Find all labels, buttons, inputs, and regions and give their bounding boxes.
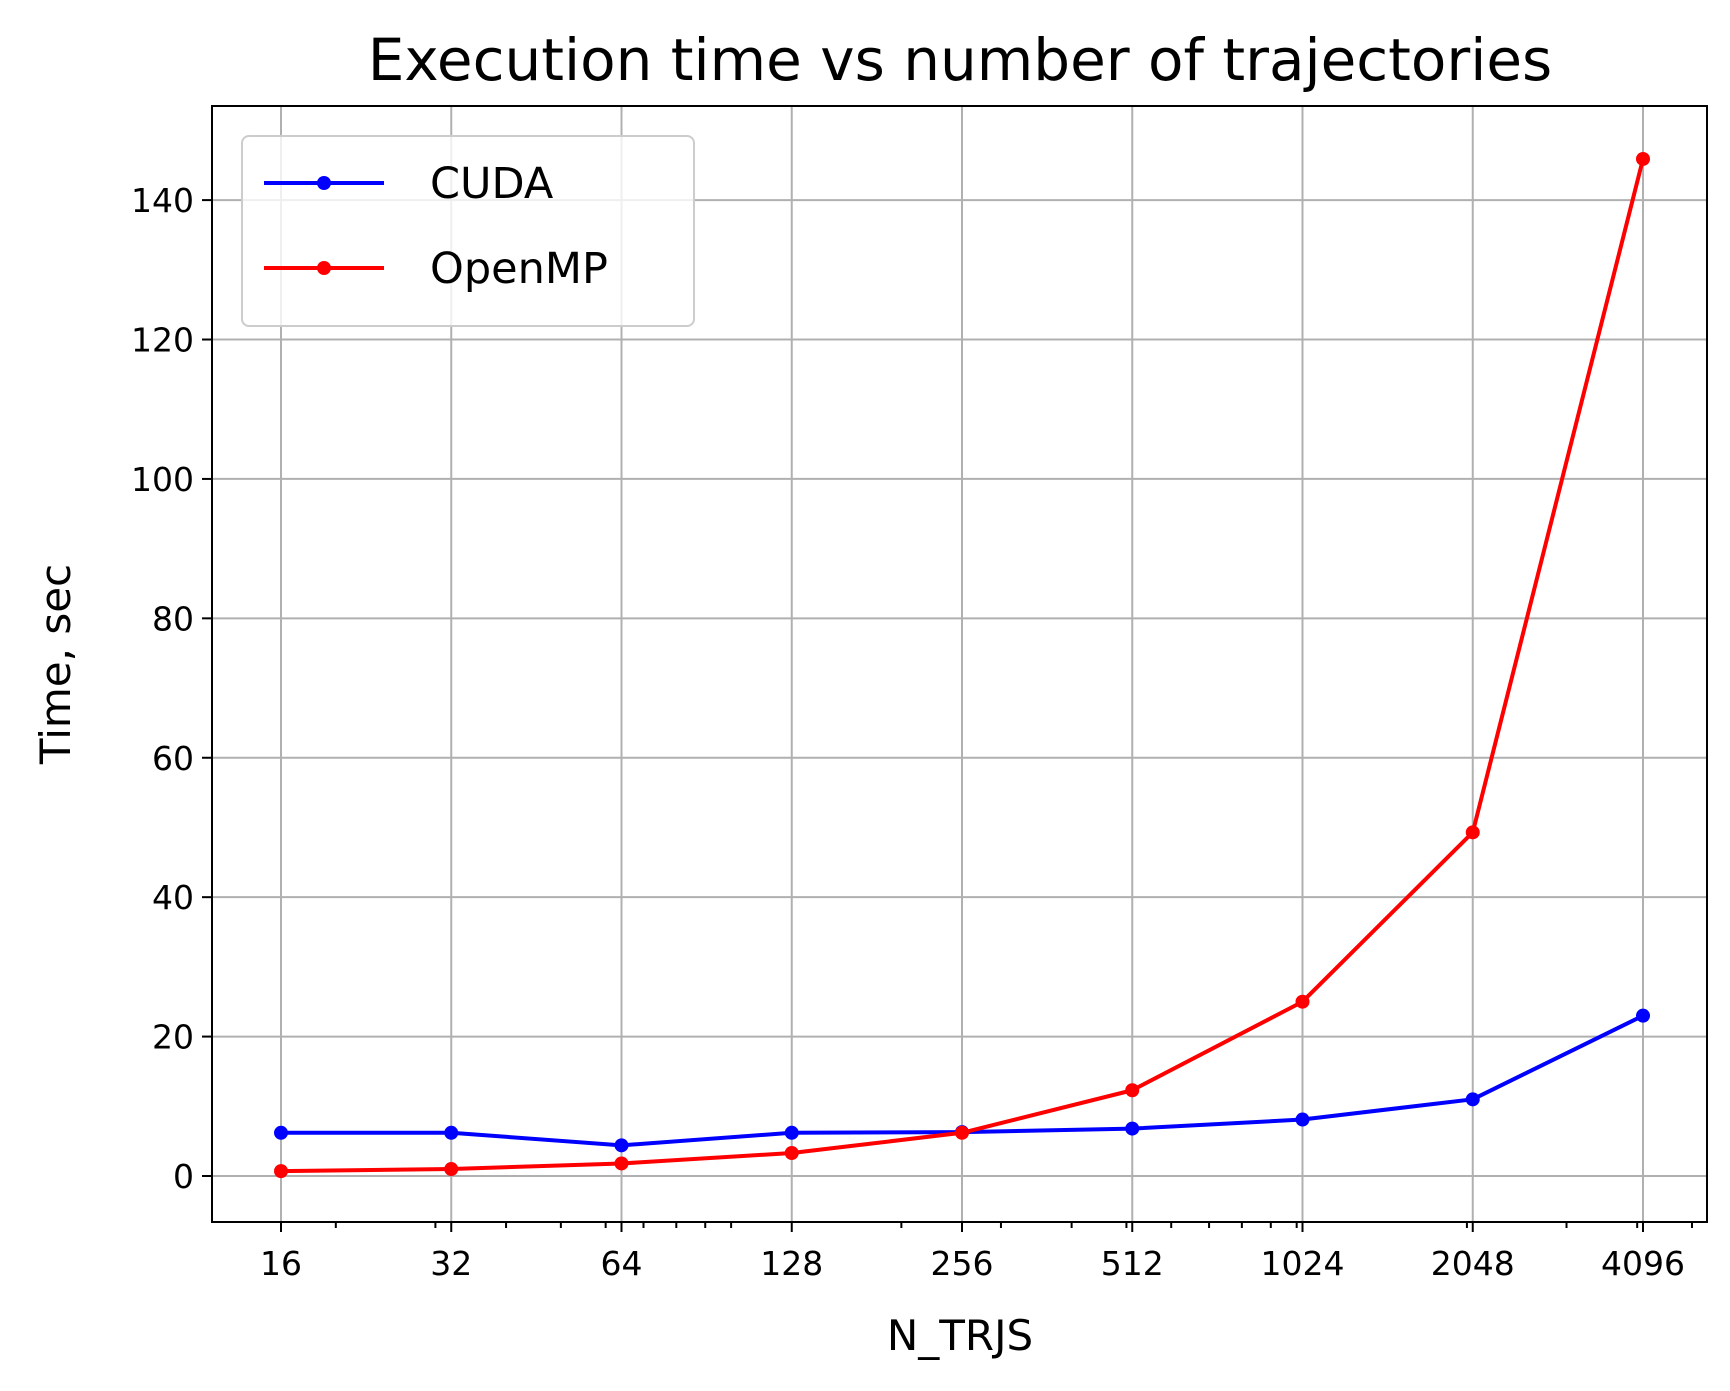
openmp-data-point: [955, 1125, 969, 1140]
y-tick-label: 0: [173, 1157, 194, 1196]
openmp-data-point: [1465, 825, 1480, 840]
cuda-data-point: [784, 1125, 799, 1140]
openmp-data-point: [1636, 151, 1650, 166]
y-tick-label: 100: [131, 460, 194, 499]
cuda-data-point: [1125, 1121, 1140, 1136]
x-tick-label: 32: [430, 1244, 472, 1283]
openmp-data-point: [1125, 1083, 1140, 1098]
x-tick-label: 128: [760, 1244, 823, 1283]
cuda-data-point: [614, 1138, 629, 1153]
openmp-data-point: [274, 1164, 288, 1179]
openmp-data-point: [1295, 994, 1310, 1009]
cuda-legend-marker: [317, 176, 331, 190]
openmp-data-point: [784, 1145, 799, 1160]
x-tick-label: 256: [931, 1244, 994, 1283]
openmp-legend-marker: [317, 261, 331, 275]
x-axis-label: N_TRJS: [887, 1311, 1033, 1360]
x-tick-label: 4096: [1601, 1244, 1685, 1283]
openmp-data-point: [614, 1156, 629, 1171]
y-tick-label: 120: [131, 321, 194, 360]
y-tick-label: 140: [131, 181, 194, 220]
chart-title: Execution time vs number of trajectories: [368, 26, 1553, 94]
y-axis-label: Time, sec: [31, 564, 80, 765]
y-tick-label: 40: [152, 878, 194, 917]
plot-area-frame: [211, 105, 1708, 1223]
legend: CUDA OpenMP: [241, 135, 695, 327]
cuda-data-point: [1636, 1008, 1650, 1023]
x-tick-label: 2048: [1431, 1244, 1515, 1283]
x-tick-label: 1024: [1261, 1244, 1345, 1283]
series-lines: [274, 151, 1650, 1179]
cuda-data-point: [444, 1125, 459, 1140]
axis-ticks: 16 32 64 128 256 512 1024 2048 4096 0 20 40 60 80 100 1…: [131, 181, 1693, 1283]
openmp-data-point: [444, 1162, 459, 1177]
x-tick-label: 512: [1101, 1244, 1164, 1283]
x-tick-label: 16: [260, 1244, 302, 1283]
y-tick-label: 20: [152, 1018, 194, 1057]
openmp-legend-label: OpenMP: [430, 244, 608, 294]
x-tick-label: 64: [601, 1244, 643, 1283]
cuda-data-point: [1295, 1112, 1310, 1127]
y-tick-label: 80: [152, 599, 194, 638]
cuda-legend-label: CUDA: [430, 159, 554, 209]
cuda-data-point: [1465, 1092, 1480, 1107]
cuda-data-point: [274, 1125, 288, 1140]
y-tick-label: 60: [152, 739, 194, 778]
